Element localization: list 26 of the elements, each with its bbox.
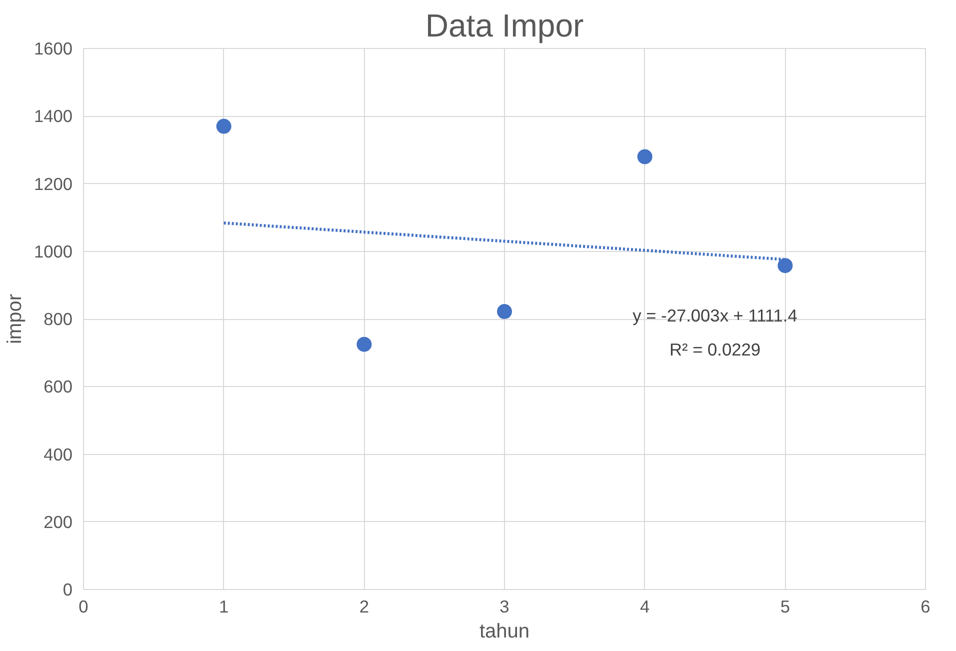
- point: [216, 118, 232, 134]
- y-tick-label: 1200: [34, 174, 73, 194]
- x-tick-label: 5: [780, 596, 790, 616]
- point: [637, 149, 652, 164]
- y-axis-title: impor: [4, 294, 26, 344]
- y-tick-label: 1600: [34, 38, 73, 58]
- x-tick-label: 2: [359, 596, 369, 616]
- x-axis-title: tahun: [479, 620, 530, 642]
- y-tick-label: 1000: [34, 241, 73, 262]
- point: [778, 258, 793, 274]
- chart-title: Data Impor: [425, 8, 584, 44]
- x-tick-label: 3: [500, 596, 510, 616]
- x-tick-label: 6: [920, 596, 930, 616]
- y-tick-label: 800: [44, 309, 73, 329]
- y-tick-label: 600: [44, 376, 73, 397]
- annotation: R² = 0.0229: [669, 339, 761, 360]
- x-tick-label: 4: [640, 596, 650, 616]
- y-tick-label: 200: [44, 512, 73, 532]
- y-tick-label: 0: [62, 580, 73, 600]
- point: [497, 304, 512, 320]
- annotation: y = -27.003x + 1111.4: [632, 306, 798, 326]
- y-tick-label: 1400: [34, 106, 73, 126]
- point: [356, 336, 372, 352]
- x-tick-label: 1: [219, 596, 229, 616]
- y-tick-label: 400: [44, 444, 73, 464]
- x-tick-label: 0: [78, 596, 88, 616]
